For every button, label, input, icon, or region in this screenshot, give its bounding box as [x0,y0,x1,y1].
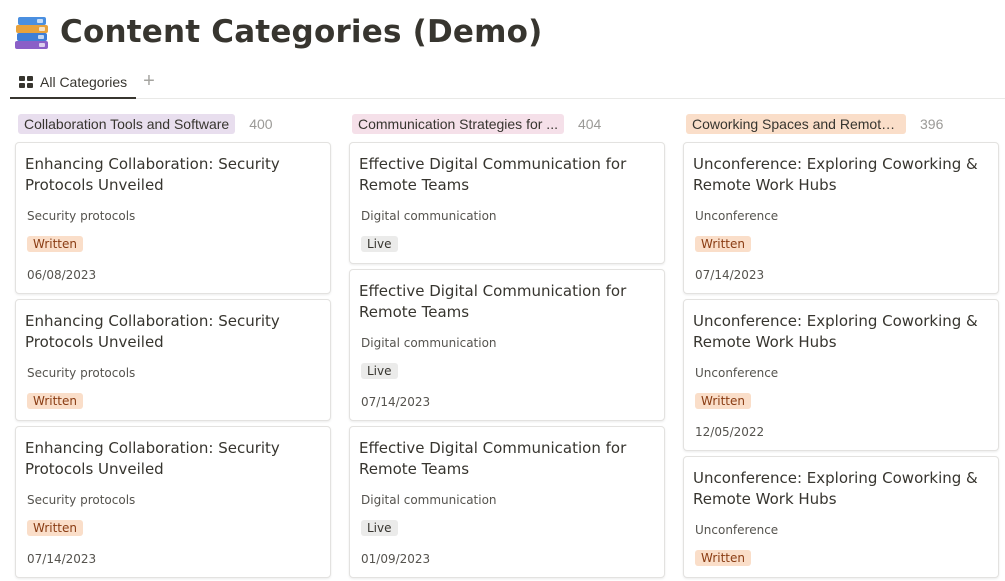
card-title: Effective Digital Communication for Remo… [359,282,627,321]
card-title: Effective Digital Communication for Remo… [359,155,627,194]
column-group-tag: Collaboration Tools and Software [18,114,236,134]
board-view-icon [19,75,33,88]
card-keyword: Digital communication [361,209,497,223]
page-header: Content Categories (Demo) [14,10,543,54]
board-card[interactable]: Effective Digital Communication for Remo… [349,426,665,578]
tab-label: All Categories [40,73,128,90]
board-card[interactable]: Effective Digital Communication for Remo… [349,269,665,421]
card-title: Unconference: Exploring Coworking & Remo… [693,469,978,508]
board-card[interactable]: Enhancing Collaboration: Security Protoc… [15,299,331,421]
board-card[interactable]: Unconference: Exploring Coworking & Remo… [683,142,999,294]
card-date: 06/08/2023 [27,268,97,282]
card-keyword: Security protocols [27,209,136,223]
card-keyword: Security protocols [27,493,136,507]
board-card[interactable]: Unconference: Exploring Coworking & Remo… [683,456,999,578]
column-group-tag: Communication Strategies for ... [352,114,564,134]
card-keyword: Security protocols [27,366,136,380]
column-header[interactable]: Coworking Spaces and Remote ... 396 [686,112,999,136]
card-date: 12/05/2022 [695,425,765,439]
board-card[interactable]: Effective Digital Communication for Remo… [349,142,665,264]
board-column: Coworking Spaces and Remote ... 396 Unconf… [683,112,999,578]
card-date: 07/14/2023 [361,395,431,409]
card-title: Enhancing Collaboration: Security Protoc… [25,155,280,194]
tab-all-categories[interactable]: All Categories [10,66,137,99]
column-count: 400 [249,116,273,132]
card-title: Enhancing Collaboration: Security Protoc… [25,312,280,351]
status-badge: Written [27,520,83,536]
card-title: Unconference: Exploring Coworking & Remo… [693,155,978,194]
board-card[interactable]: Unconference: Exploring Coworking & Remo… [683,299,999,451]
column-header[interactable]: Collaboration Tools and Software 400 [18,112,331,136]
view-tabs: All Categories + [10,66,1005,99]
status-badge: Written [27,236,83,252]
status-badge: Live [361,363,398,379]
column-header[interactable]: Communication Strategies for ... 404 [352,112,665,136]
status-badge: Written [695,236,751,252]
status-badge: Written [695,550,751,566]
status-badge: Written [27,393,83,409]
board-column: Communication Strategies for ... 404 Effec… [349,112,665,578]
board-card[interactable]: Enhancing Collaboration: Security Protoc… [15,142,331,294]
card-title: Enhancing Collaboration: Security Protoc… [25,439,280,478]
column-count: 396 [920,116,944,132]
board-card[interactable]: Enhancing Collaboration: Security Protoc… [15,426,331,578]
card-keyword: Unconference [695,209,779,223]
column-count: 404 [577,116,602,132]
card-keyword: Digital communication [361,493,497,507]
card-title: Effective Digital Communication for Remo… [359,439,627,478]
status-badge: Live [361,520,398,536]
column-group-tag: Coworking Spaces and Remote ... [686,114,906,134]
card-date: 07/14/2023 [27,552,97,566]
card-keyword: Unconference [695,366,779,380]
card-title: Unconference: Exploring Coworking & Remo… [693,312,978,351]
books-icon [14,14,50,50]
page-title[interactable]: Content Categories (Demo) [60,14,543,50]
board-column: Collaboration Tools and Software 400 Enhan… [15,112,331,578]
add-view-button[interactable]: + [143,70,155,92]
status-badge: Live [361,236,398,252]
card-keyword: Digital communication [361,336,497,350]
card-keyword: Unconference [695,523,779,537]
card-date: 07/14/2023 [695,268,765,282]
status-badge: Written [695,393,751,409]
card-date: 01/09/2023 [361,552,431,566]
